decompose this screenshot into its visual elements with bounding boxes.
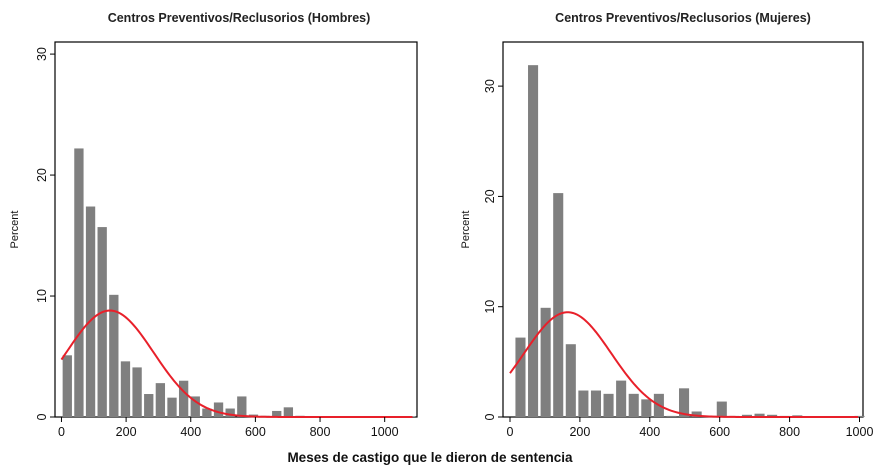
y-tick-label: 10 — [35, 289, 49, 303]
histogram-bar — [666, 415, 677, 417]
panel-hombres: Centros Preventivos/Reclusorios (Hombres… — [9, 11, 418, 439]
histogram-bar — [213, 402, 224, 417]
histogram-bar — [515, 337, 526, 417]
x-tick-label: 400 — [180, 425, 201, 439]
histogram-bar — [716, 401, 727, 417]
histogram-bar — [120, 361, 131, 417]
x-tick-label: 600 — [709, 425, 730, 439]
y-axis-label: Percent — [460, 211, 472, 249]
histogram-bar — [540, 307, 551, 417]
x-tick-label: 800 — [310, 425, 331, 439]
histogram-bar — [74, 148, 84, 417]
normal-density-curve — [509, 311, 859, 418]
normal-density-curve — [60, 309, 413, 418]
x-tick-label: 0 — [58, 425, 65, 439]
x-tick-label: 400 — [639, 425, 660, 439]
x-tick-label: 800 — [779, 425, 800, 439]
histogram-bar — [754, 413, 765, 417]
x-tick-label: 1000 — [371, 425, 399, 439]
histogram-bar — [85, 206, 96, 417]
histogram-bar — [272, 410, 282, 417]
histogram-bar — [767, 414, 778, 417]
x-tick-label: 600 — [245, 425, 266, 439]
x-tick-label: 0 — [507, 425, 514, 439]
y-tick-label: 20 — [483, 189, 497, 203]
x-tick-label: 200 — [116, 425, 137, 439]
y-tick-label: 30 — [483, 79, 497, 93]
histogram-bar — [691, 411, 702, 417]
histogram-bar — [854, 415, 865, 417]
histogram-bar — [190, 396, 200, 417]
histogram-bar — [528, 65, 539, 417]
y-tick-label: 0 — [35, 413, 49, 420]
histogram-bar — [590, 390, 602, 417]
y-tick-label: 30 — [35, 47, 49, 61]
histogram-bar — [155, 383, 166, 417]
y-tick-label: 10 — [483, 300, 497, 314]
histogram-bar — [283, 407, 294, 417]
panel-mujeres: Centros Preventivos/Reclusorios (Mujeres… — [460, 11, 873, 439]
shared-x-axis-label: Meses de castigo que le dieron de senten… — [287, 450, 573, 465]
histogram-bar — [641, 399, 652, 417]
histogram-bar — [578, 390, 589, 417]
histogram-bar — [144, 394, 154, 417]
chart-title: Centros Preventivos/Reclusorios (Hombres… — [108, 11, 371, 25]
histogram-bar — [553, 193, 564, 417]
histogram-bar — [741, 414, 752, 417]
histogram-bar — [679, 388, 690, 417]
histogram-bar — [616, 380, 627, 417]
histogram-bar — [202, 408, 212, 417]
histogram-bar — [167, 397, 177, 417]
histogram-bar — [603, 393, 614, 417]
histogram-bar — [628, 393, 639, 417]
histogram-bar — [62, 355, 72, 417]
histogram-bar — [565, 344, 576, 417]
histogram-bar — [237, 396, 247, 417]
x-tick-label: 1000 — [846, 425, 874, 439]
histogram-bar — [132, 367, 142, 417]
x-tick-label: 200 — [569, 425, 590, 439]
plot-frame — [54, 41, 418, 418]
y-axis-label: Percent — [9, 211, 21, 249]
histogram-bar — [97, 227, 107, 417]
histogram-bar — [109, 294, 119, 417]
histogram-bar — [178, 380, 189, 417]
y-tick-label: 0 — [483, 413, 497, 420]
y-tick-label: 20 — [35, 168, 49, 182]
histogram-bar — [225, 408, 235, 417]
chart-title: Centros Preventivos/Reclusorios (Mujeres… — [555, 11, 811, 25]
